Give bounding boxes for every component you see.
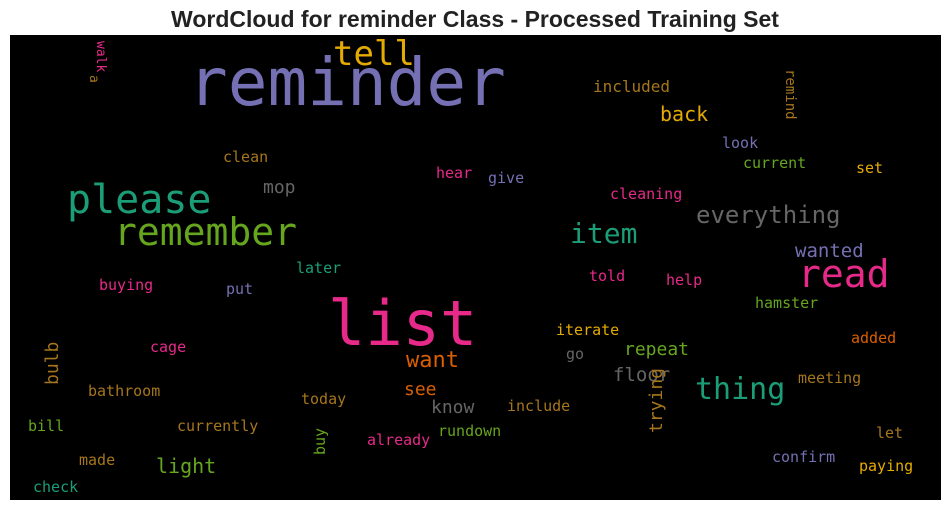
word-meeting: meeting [798,369,861,387]
word-later: later [296,259,341,277]
word-reminder: reminder [188,44,506,121]
word-thing: thing [695,372,785,407]
word-hamster: hamster [755,294,818,312]
word-see: see [404,379,437,400]
chart-title: WordCloud for reminder Class - Processed… [171,6,779,32]
word-mop: mop [263,177,296,198]
word-made: made [79,451,115,469]
word-remind: remind [782,69,798,120]
word-confirm: confirm [772,448,835,466]
word-cage: cage [150,338,186,356]
word-bulb: bulb [42,342,63,385]
word-remember: remember [114,210,297,254]
word-floor: floor [613,364,670,386]
word-list: list [328,287,477,360]
word-read: read [798,252,890,296]
word-buy: buy [311,428,329,455]
word-iterate: iterate [556,321,619,339]
word-hear: hear [436,164,472,182]
word-give: give [488,169,524,187]
word-want: want [406,348,459,373]
word-paying: paying [859,457,913,475]
word-set: set [856,159,883,177]
word-buying: buying [99,276,153,294]
cloud-background [10,35,941,500]
word-go: go [566,345,584,363]
word-please: please [67,177,212,223]
word-repeat: repeat [624,339,689,360]
word-help: help [666,271,702,289]
word-clean: clean [223,148,268,166]
word-check: check [33,478,78,496]
word-tell: tell [333,35,415,74]
word-item: item [570,217,637,250]
word-rundown: rundown [438,422,501,440]
word-know: know [431,397,475,418]
word-trying: trying [646,368,667,433]
word-already: already [367,431,430,449]
word-included: included [593,77,670,96]
word-wanted: wanted [795,240,864,262]
word-told: told [589,267,625,285]
word-bill: bill [28,417,64,435]
word-current: current [743,154,806,172]
word-cleaning: cleaning [610,185,682,203]
word-a: a [86,75,101,83]
word-currently: currently [177,417,258,435]
word-bathroom: bathroom [88,382,160,400]
word-light: light [156,454,216,478]
word-added: added [851,329,896,347]
word-look: look [722,134,758,152]
word-everything: everything [696,201,841,229]
word-let: let [876,424,903,442]
word-today: today [301,390,346,408]
word-walk: walk [93,41,108,72]
word-put: put [226,280,253,298]
word-include: include [507,397,570,415]
word-back: back [660,102,708,126]
